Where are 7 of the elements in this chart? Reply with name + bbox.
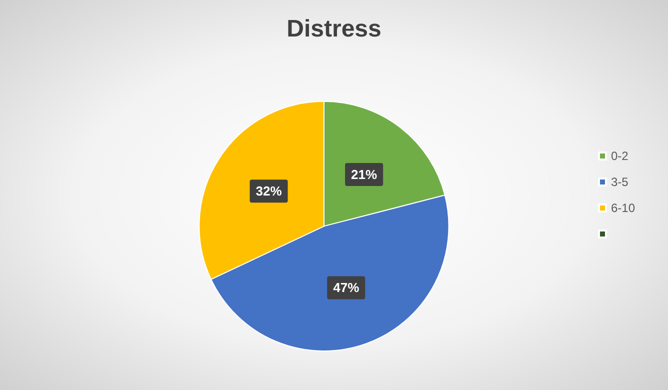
- legend-label: 3-5: [610, 175, 629, 189]
- data-label: 21%: [351, 167, 378, 182]
- legend-label: 6-10: [610, 201, 636, 215]
- data-label: 47%: [333, 280, 360, 296]
- legend-label: 0-2: [610, 149, 629, 163]
- data-label: 32%: [256, 184, 282, 199]
- chart-title: Distress: [286, 16, 382, 42]
